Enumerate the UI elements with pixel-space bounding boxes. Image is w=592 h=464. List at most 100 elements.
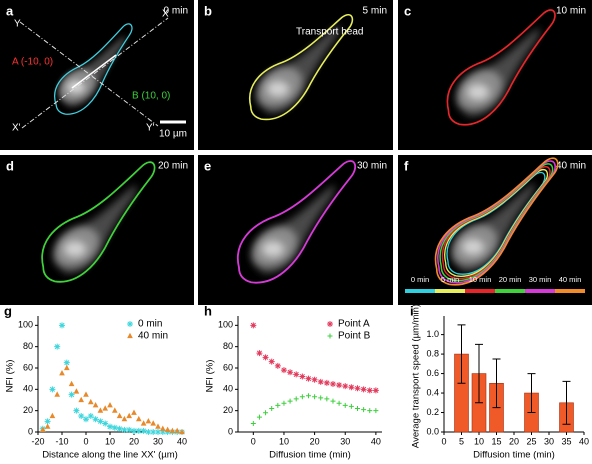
data-point (145, 429, 152, 435)
data-point (59, 322, 65, 329)
x-tick-label: 10 (279, 436, 289, 446)
data-point (49, 412, 56, 419)
point-label: A (-10, 0) (12, 57, 53, 68)
y-tick-label: 0 (228, 426, 233, 436)
y-tick-label: 100 (218, 320, 233, 330)
data-point (250, 322, 257, 329)
x-tick-label: 20 (129, 436, 139, 446)
data-point (323, 379, 330, 386)
y-axis-label: NFI (%) (205, 360, 216, 393)
data-point (361, 407, 367, 413)
y-tick-label: 60 (223, 362, 233, 372)
data-point (336, 400, 342, 406)
legend-swatch (405, 289, 435, 293)
x-tick-label: 35 (561, 436, 571, 446)
data-point (54, 343, 61, 350)
data-point (324, 396, 330, 402)
legend-swatch (525, 289, 555, 293)
legend-marker (327, 333, 333, 339)
data-point (155, 423, 161, 429)
y-tick-label: 20 (23, 405, 33, 415)
x-tick-label: 25 (526, 436, 536, 446)
data-point (54, 391, 61, 397)
data-point (269, 406, 275, 412)
x-axis-line (21, 17, 169, 129)
data-point (111, 407, 118, 413)
y-tick-label: 40 (223, 384, 233, 394)
panel-label: g (4, 303, 12, 318)
x-tick-label: 0 (441, 436, 446, 446)
y-tick-label: 0.2 (426, 407, 439, 417)
scale-bar-label: 10 µm (159, 129, 187, 140)
error-bar (527, 373, 536, 414)
data-point (59, 370, 65, 376)
time-label: 20 min (158, 161, 188, 172)
error-bar (457, 324, 466, 384)
data-point (281, 400, 287, 406)
axis-label: X (162, 9, 169, 20)
x-tick-label: 30 (544, 436, 554, 446)
x-tick-label: 40 (371, 436, 381, 446)
time-label: 30 min (357, 161, 387, 172)
time-label: 10 min (556, 6, 586, 17)
data-point (293, 396, 299, 402)
data-point (342, 383, 349, 390)
time-label: 5 min (363, 6, 387, 17)
data-point (107, 423, 113, 430)
x-tick-label: 20 (310, 436, 320, 446)
x-tick-label: -20 (31, 436, 44, 446)
panel-c: c 10 min (398, 0, 592, 150)
data-point (159, 429, 166, 435)
panel-label: e (204, 158, 211, 173)
y-tick-label: 0.6 (426, 368, 439, 378)
data-point (78, 413, 85, 419)
data-point (293, 371, 300, 378)
data-point (317, 378, 324, 385)
data-point (312, 394, 318, 400)
data-point (78, 396, 85, 403)
data-point (256, 350, 263, 357)
data-point (256, 414, 262, 420)
data-point (92, 402, 99, 408)
x-tick-label: 10 (105, 436, 115, 446)
x-tick-label: 0 (83, 436, 88, 446)
data-point (169, 427, 176, 434)
data-point (354, 406, 360, 412)
data-point (116, 425, 123, 432)
point-label: B (10, 0) (132, 91, 170, 102)
y-tick-label: 80 (23, 341, 33, 351)
legend-label: 5 min (441, 275, 459, 284)
axis-label: X' (12, 123, 21, 134)
data-point (336, 382, 343, 389)
y-tick-label: 0 (28, 426, 33, 436)
data-point (83, 391, 89, 397)
x-tick-label: 30 (340, 436, 350, 446)
panel-label: c (404, 3, 411, 18)
data-point (299, 394, 305, 400)
x-tick-label: 10 (474, 436, 484, 446)
annotation: Transport head (296, 27, 363, 38)
data-point (73, 388, 80, 394)
panel-a: a 0 min Y X X' Y' A (-10, 0) B (10, 0) 1… (0, 0, 194, 150)
legend-label: 40 min (559, 275, 582, 284)
axis-label: Y' (146, 123, 155, 134)
data-point (164, 426, 171, 432)
y-axis-label: NFI (%) (5, 360, 16, 393)
legend-label: 10 min (469, 275, 492, 284)
legend-label: Point A (338, 319, 370, 330)
data-point (179, 428, 185, 435)
data-point (97, 418, 104, 425)
data-point (360, 386, 367, 393)
data-point (121, 426, 128, 433)
x-tick-label: 40 (579, 436, 589, 446)
x-axis-label: Diffusion time (min) (473, 450, 555, 461)
data-point (330, 398, 336, 404)
x-tick-label: 15 (491, 436, 501, 446)
y-tick-label: 1.0 (426, 329, 439, 339)
data-point (145, 418, 152, 424)
data-point (87, 398, 94, 405)
data-point (92, 416, 99, 423)
data-point (49, 386, 56, 393)
panel-e: e 30 min (198, 155, 393, 305)
